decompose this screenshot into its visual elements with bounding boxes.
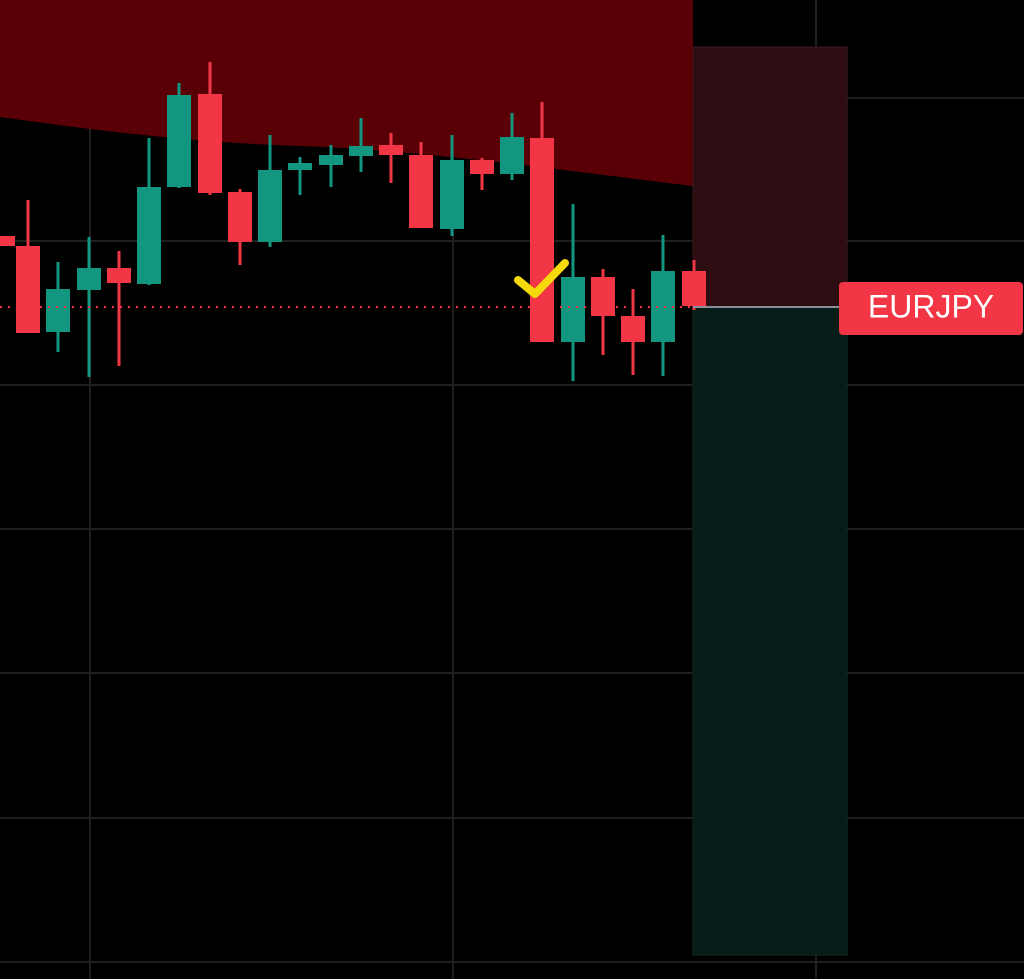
stop-zone [692, 46, 848, 308]
candle-body [167, 95, 191, 187]
candle-body [591, 277, 615, 316]
candle-body [561, 277, 585, 342]
candle-body [379, 145, 403, 155]
candle-body [682, 271, 706, 306]
candle-body [349, 146, 373, 156]
candle-body [77, 268, 101, 290]
candle-body [137, 187, 161, 284]
candle-body [228, 192, 252, 242]
candle-body [470, 160, 494, 174]
symbol-label: EURJPY [868, 288, 994, 324]
check-mark [514, 259, 569, 298]
candle-body [0, 236, 15, 246]
candle-body [621, 316, 645, 342]
candle-body [107, 268, 131, 283]
candle-body [319, 155, 343, 165]
candle-body [409, 155, 433, 228]
candle-body [651, 271, 675, 342]
candle-body [198, 94, 222, 193]
candle-body [288, 163, 312, 170]
candle-body [530, 138, 554, 342]
candle-body [258, 170, 282, 242]
candle-body [440, 160, 464, 229]
candle-body [46, 289, 70, 332]
target-zone [692, 306, 848, 956]
candle-body [500, 137, 524, 174]
symbol-badge [839, 282, 1023, 335]
candles [0, 62, 706, 381]
candle-body [16, 246, 40, 333]
